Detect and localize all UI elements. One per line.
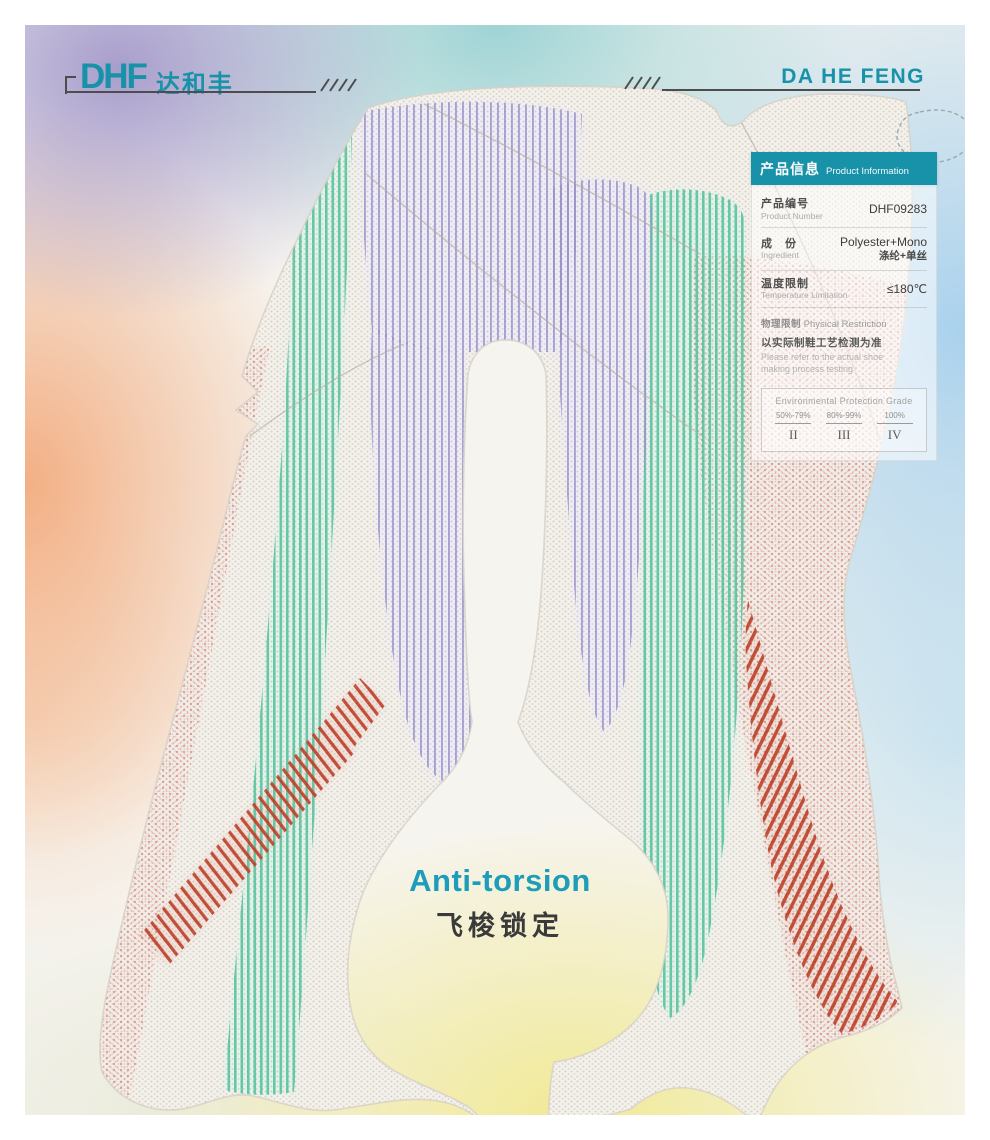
header-rule-right bbox=[662, 89, 920, 91]
brand-logo: DHF 达和丰 bbox=[80, 59, 234, 99]
ingredient-cn: 涤纶+单丝 bbox=[878, 250, 927, 263]
grade-range: 100% bbox=[884, 411, 905, 421]
grade-column-2: 50%-79% II bbox=[771, 411, 815, 443]
row-product-number: 产品编号 Product Number DHF09283 bbox=[761, 191, 927, 229]
product-info-card: 产品信息 Product Information 产品编号 Product Nu… bbox=[751, 152, 937, 462]
card-title-cn: 产品信息 bbox=[760, 161, 820, 177]
card-body: 产品编号 Product Number DHF09283 成 份 Ingredi… bbox=[751, 185, 937, 462]
grade-numeral: IV bbox=[887, 427, 902, 443]
ingredient-en: Polyester+Mono bbox=[839, 235, 927, 250]
grade-divider bbox=[825, 423, 862, 425]
ingredient-value: Polyester+Mono 涤纶+单丝 bbox=[840, 235, 927, 263]
hatch-marks-icon bbox=[624, 76, 661, 90]
product-number-value: DHF09283 bbox=[868, 202, 927, 217]
logo-dhf-text: DHF bbox=[80, 57, 148, 96]
brand-wordmark: DA HE FENG bbox=[781, 65, 925, 88]
physical-restriction-section: 物理限制 Physical Restriction 以实际制鞋工艺检测为准 Pl… bbox=[761, 308, 927, 384]
label-en: Temperature Limitation bbox=[761, 290, 848, 301]
label-cn: 温度限制 bbox=[761, 277, 809, 290]
label-en: Product Number bbox=[761, 210, 823, 221]
temperature-value: ≤180℃ bbox=[886, 281, 927, 296]
environmental-grade-box: Environmental Protection Grade 50%-79% I… bbox=[761, 388, 927, 453]
row-temperature: 温度限制 Temperature Limitation ≤180℃ bbox=[761, 271, 927, 308]
grade-title: Environmental Protection Grade bbox=[775, 396, 913, 407]
label-cn: 成 份 bbox=[761, 237, 797, 250]
physical-restriction-label: 物理限制 Physical Restriction bbox=[761, 316, 927, 330]
hero-text-block: Anti-torsion 飞梭锁定 bbox=[330, 863, 670, 943]
grade-divider bbox=[775, 423, 812, 425]
grade-numeral: III bbox=[837, 427, 851, 443]
logo-chinese-text: 达和丰 bbox=[155, 71, 234, 98]
physical-note-cn: 以实际制鞋工艺检测为准 bbox=[761, 336, 882, 349]
label-en: Ingredient bbox=[761, 250, 799, 261]
grade-range: 80%-99% bbox=[826, 411, 862, 421]
label-cn: 物理限制 bbox=[761, 318, 802, 330]
grade-range: 50%-79% bbox=[775, 411, 811, 421]
gradient-background: DHF 达和丰 DA HE FENG 产品信息 Product Informat… bbox=[25, 25, 965, 1115]
grade-divider bbox=[876, 423, 913, 425]
header-rule-left bbox=[65, 76, 316, 94]
label-en: Physical Restriction bbox=[803, 318, 887, 330]
hatch-marks-icon bbox=[320, 78, 357, 92]
hero-title: Anti-torsion bbox=[409, 863, 591, 898]
hero-subtitle: 飞梭锁定 bbox=[436, 911, 564, 941]
grade-column-4: 100% IV bbox=[873, 411, 917, 443]
label-cn: 产品编号 bbox=[761, 198, 809, 210]
bracket-corner-icon bbox=[65, 76, 76, 94]
card-title-en: Product Information bbox=[826, 166, 909, 177]
physical-note-en: Please refer to the actual shoe making p… bbox=[761, 351, 884, 374]
card-header: 产品信息 Product Information bbox=[751, 152, 937, 185]
grade-numeral: II bbox=[788, 427, 798, 443]
grade-column-3: 80%-99% III bbox=[822, 411, 866, 443]
row-ingredient: 成 份 Ingredient Polyester+Mono 涤纶+单丝 bbox=[761, 228, 927, 271]
